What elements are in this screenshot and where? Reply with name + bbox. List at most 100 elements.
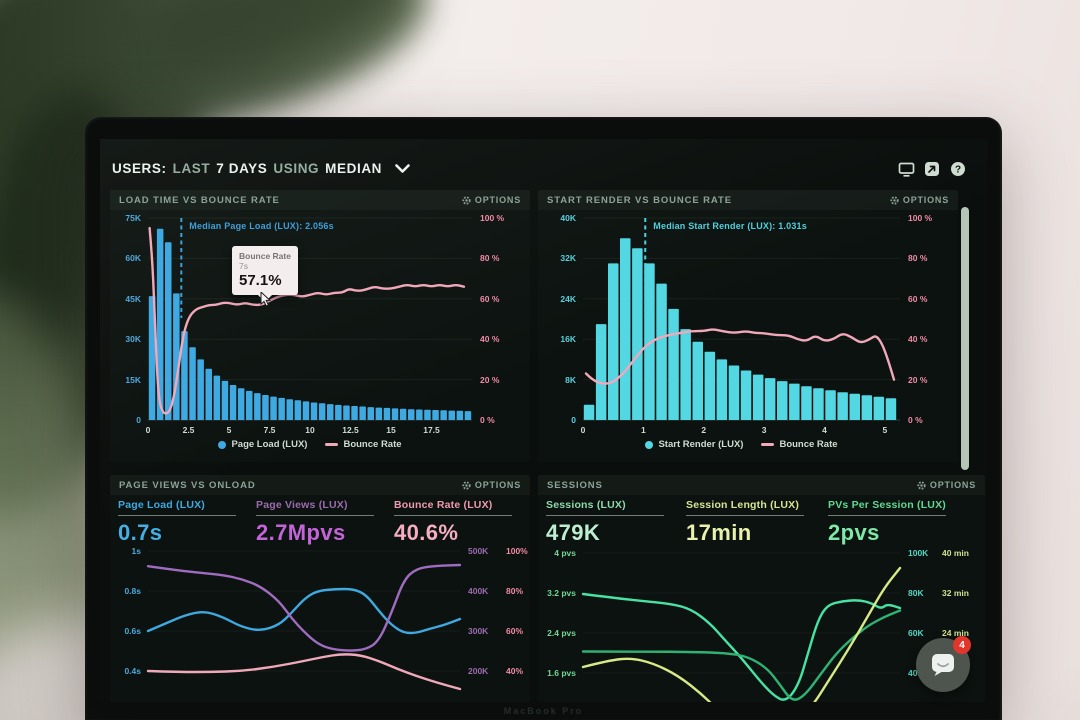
histogram-chart-canvas [583,217,900,421]
panel-title: LOAD TIME VS BOUNCE RATE [119,194,280,206]
x-axis-tick: 10 [305,425,315,435]
y-axis-right-label: 20 % [480,374,500,385]
legend-label: Bounce Rate [779,439,838,450]
y-axis-right-label: 100 % [908,213,933,223]
y-axis-right-label: 40 min [942,548,969,558]
y-axis-left-label: 30K [125,334,141,345]
title-segment: USING [273,161,320,176]
x-axis-tick: 17.5 [423,425,440,435]
title-segment: 7 DAYS [216,161,268,176]
stat-value: 2.7Mpvs [256,520,346,545]
help-icon[interactable]: ? [949,161,967,177]
y-axis-left-label: 2.4 pvs [547,628,576,638]
series-line [146,563,462,652]
laptop-brand-text: MacBook Pro [503,706,584,716]
y-axis-right-label: 80% [506,586,524,596]
chevron-down-icon [395,164,410,173]
share-icon[interactable] [923,161,941,177]
date-range-dropdown[interactable]: USERS: LAST 7 DAYS USING MEDIAN [112,160,410,178]
gear-icon [890,195,899,205]
series-line [146,653,462,691]
y-axis-left-label: 75K [125,213,141,223]
panel-sessions: SESSIONS OPTIONS Sessions (LUX) 479K Sessi… [538,475,985,702]
x-axis-tick: 4 [822,425,827,435]
y-axis-right-label: 32 min [942,588,969,598]
chart-legend: Page Load (LUX) Bounce Rate [148,439,472,450]
options-button[interactable]: OPTIONS [462,195,521,205]
median-annotation: Median Start Render (LUX): 1.031s [653,221,807,231]
stat-underline [118,515,236,516]
y-axis-right-label: 300K [468,626,489,636]
legend-item: Bounce Rate [325,439,402,450]
series-line [581,592,902,701]
panel-load-time-vs-bounce-rate: LOAD TIME VS BOUNCE RATE OPTIONS 75K 60K 4… [110,190,530,462]
chat-bubble-icon [932,654,954,676]
options-label: OPTIONS [902,195,949,205]
bounce-rate-line [584,328,896,385]
title-segment: LAST [172,161,211,176]
series-line [581,609,902,701]
y-axis-left-label: 0 [571,415,576,425]
stat-label: Session Length (LUX) [686,499,800,511]
legend-label: Start Render (LUX) [658,439,744,450]
y-axis-right-label: 500K [468,546,489,556]
panel-header: SESSIONS OPTIONS [538,475,985,495]
stat-underline [686,515,804,516]
x-axis-tick: 2.5 [182,425,195,435]
median-annotation: Median Page Load (LUX): 2.056s [189,221,334,231]
stat-column: Page Load (LUX) 0.7s [118,499,236,546]
scrollbar-thumb[interactable] [961,207,969,470]
y-axis-left-label: 8K [565,374,576,385]
y-axis-right-label: 200K [468,666,489,676]
legend-line-marker [325,443,339,446]
stat-column: Session Length (LUX) 17min [686,499,804,546]
line-chart-canvas [581,552,902,702]
series-line [146,587,462,635]
svg-text:?: ? [955,165,961,176]
options-button[interactable]: OPTIONS [890,195,949,205]
histogram-bars [148,228,472,420]
y-axis-right-label: 40 % [480,334,500,345]
options-button[interactable]: OPTIONS [462,480,521,490]
legend-item: Bounce Rate [761,439,838,450]
stat-column: Sessions (LUX) 479K [546,499,664,546]
x-axis-tick: 5 [882,425,888,435]
options-label: OPTIONS [929,480,976,490]
x-axis-tick: 12.5 [342,425,359,435]
x-axis-tick: 0 [145,425,151,435]
legend-label: Page Load (LUX) [231,439,308,450]
chart-legend: Start Render (LUX) Bounce Rate [583,439,900,450]
series-line [581,566,902,702]
chat-button[interactable]: 4 [916,636,971,692]
title-segment: MEDIAN [325,161,383,176]
y-axis-left-label: 1s [131,546,141,556]
x-axis-tick: 15 [386,425,396,435]
stat-label: Page Views (LUX) [256,499,348,511]
y-axis-left-label: 0 [136,415,141,425]
panel-title: SESSIONS [547,479,603,491]
panel-title: PAGE VIEWS VS ONLOAD [119,479,256,491]
legend-dot-marker [645,440,654,449]
histogram-bars [583,238,897,421]
x-axis-tick: 1 [641,425,646,435]
y-axis-left-label: 3.2 pvs [547,588,576,598]
options-button[interactable]: OPTIONS [917,480,976,490]
stat-label: Sessions (LUX) [546,499,626,511]
y-axis-right-label: 80K [908,588,924,598]
bounce-rate-line [148,226,466,415]
stat-value: 0.7s [118,520,163,545]
tooltip-value: 57.1% [239,272,282,289]
options-label: OPTIONS [474,480,521,490]
mouse-cursor [260,292,271,307]
panel-page-views-vs-onload: PAGE VIEWS VS ONLOAD OPTIONS Page Load (… [110,475,530,702]
y-axis-left-label: 0.6s [124,626,141,636]
y-axis-right-label: 40K [908,668,924,678]
stat-column: Page Views (LUX) 2.7Mpvs [256,499,374,546]
panel-header: START RENDER VS BOUNCE RATE OPTIONS [538,190,958,210]
display-icon[interactable] [897,161,915,177]
title-segment: USERS: [112,161,167,176]
y-axis-right-label: 40 % [908,334,928,345]
y-axis-right-label: 100% [506,546,528,556]
y-axis-right-label: 80 % [480,253,500,264]
stat-column: PVs Per Session (LUX) 2pvs [828,499,946,546]
